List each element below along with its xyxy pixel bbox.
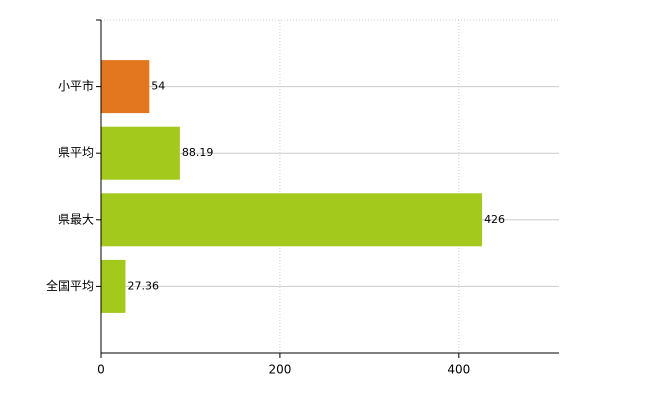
bar (101, 193, 483, 247)
value-label: 426 (484, 213, 505, 226)
bar (101, 259, 126, 313)
x-tick-label: 200 (268, 363, 291, 377)
x-tick-label: 0 (97, 363, 105, 377)
y-tick-label: 小平市 (58, 78, 94, 93)
bar (101, 126, 180, 180)
value-label: 88.19 (182, 146, 214, 159)
y-tick-label: 県平均 (58, 146, 94, 160)
value-label: 27.36 (127, 279, 158, 292)
y-tick-label: 全国平均 (46, 278, 94, 293)
bar (101, 60, 150, 114)
value-label: 54 (151, 80, 165, 93)
x-tick-label: 400 (447, 363, 470, 377)
y-tick-label: 県最大 (58, 212, 94, 226)
